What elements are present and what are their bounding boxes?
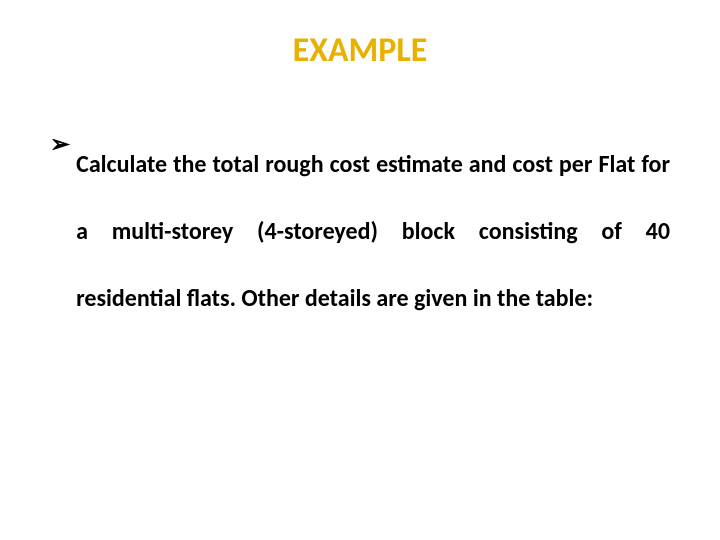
bullet-text: Calculate the total rough cost estimate … <box>76 131 670 333</box>
slide-container: EXAMPLE ➢ Calculate the total rough cost… <box>0 0 720 540</box>
bullet-marker-icon: ➢ <box>50 131 70 160</box>
slide-title: EXAMPLE <box>50 30 670 71</box>
bullet-item: ➢ Calculate the total rough cost estimat… <box>50 131 670 333</box>
